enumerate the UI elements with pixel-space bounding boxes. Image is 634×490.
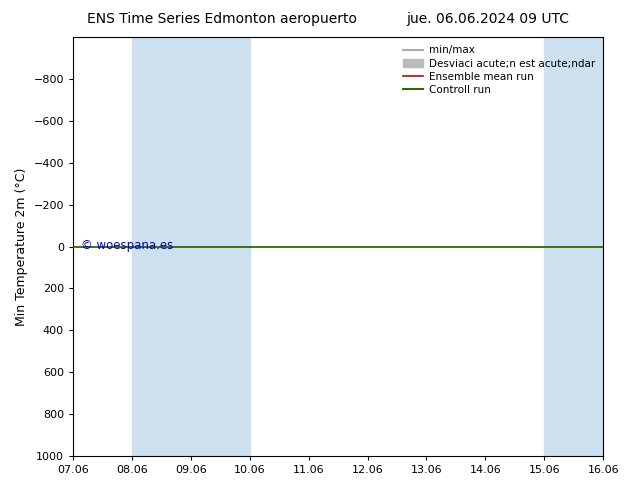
- Bar: [132, 37, 250, 456]
- Legend: min/max, Desviaci acute;n est acute;ndar, Ensemble mean run, Controll run: min/max, Desviaci acute;n est acute;ndar…: [399, 42, 598, 98]
- Bar: [544, 37, 603, 456]
- Text: jue. 06.06.2024 09 UTC: jue. 06.06.2024 09 UTC: [406, 12, 570, 26]
- Text: © woespana.es: © woespana.es: [81, 240, 173, 252]
- Text: ENS Time Series Edmonton aeropuerto: ENS Time Series Edmonton aeropuerto: [87, 12, 357, 26]
- Y-axis label: Min Temperature 2m (°C): Min Temperature 2m (°C): [15, 167, 28, 326]
